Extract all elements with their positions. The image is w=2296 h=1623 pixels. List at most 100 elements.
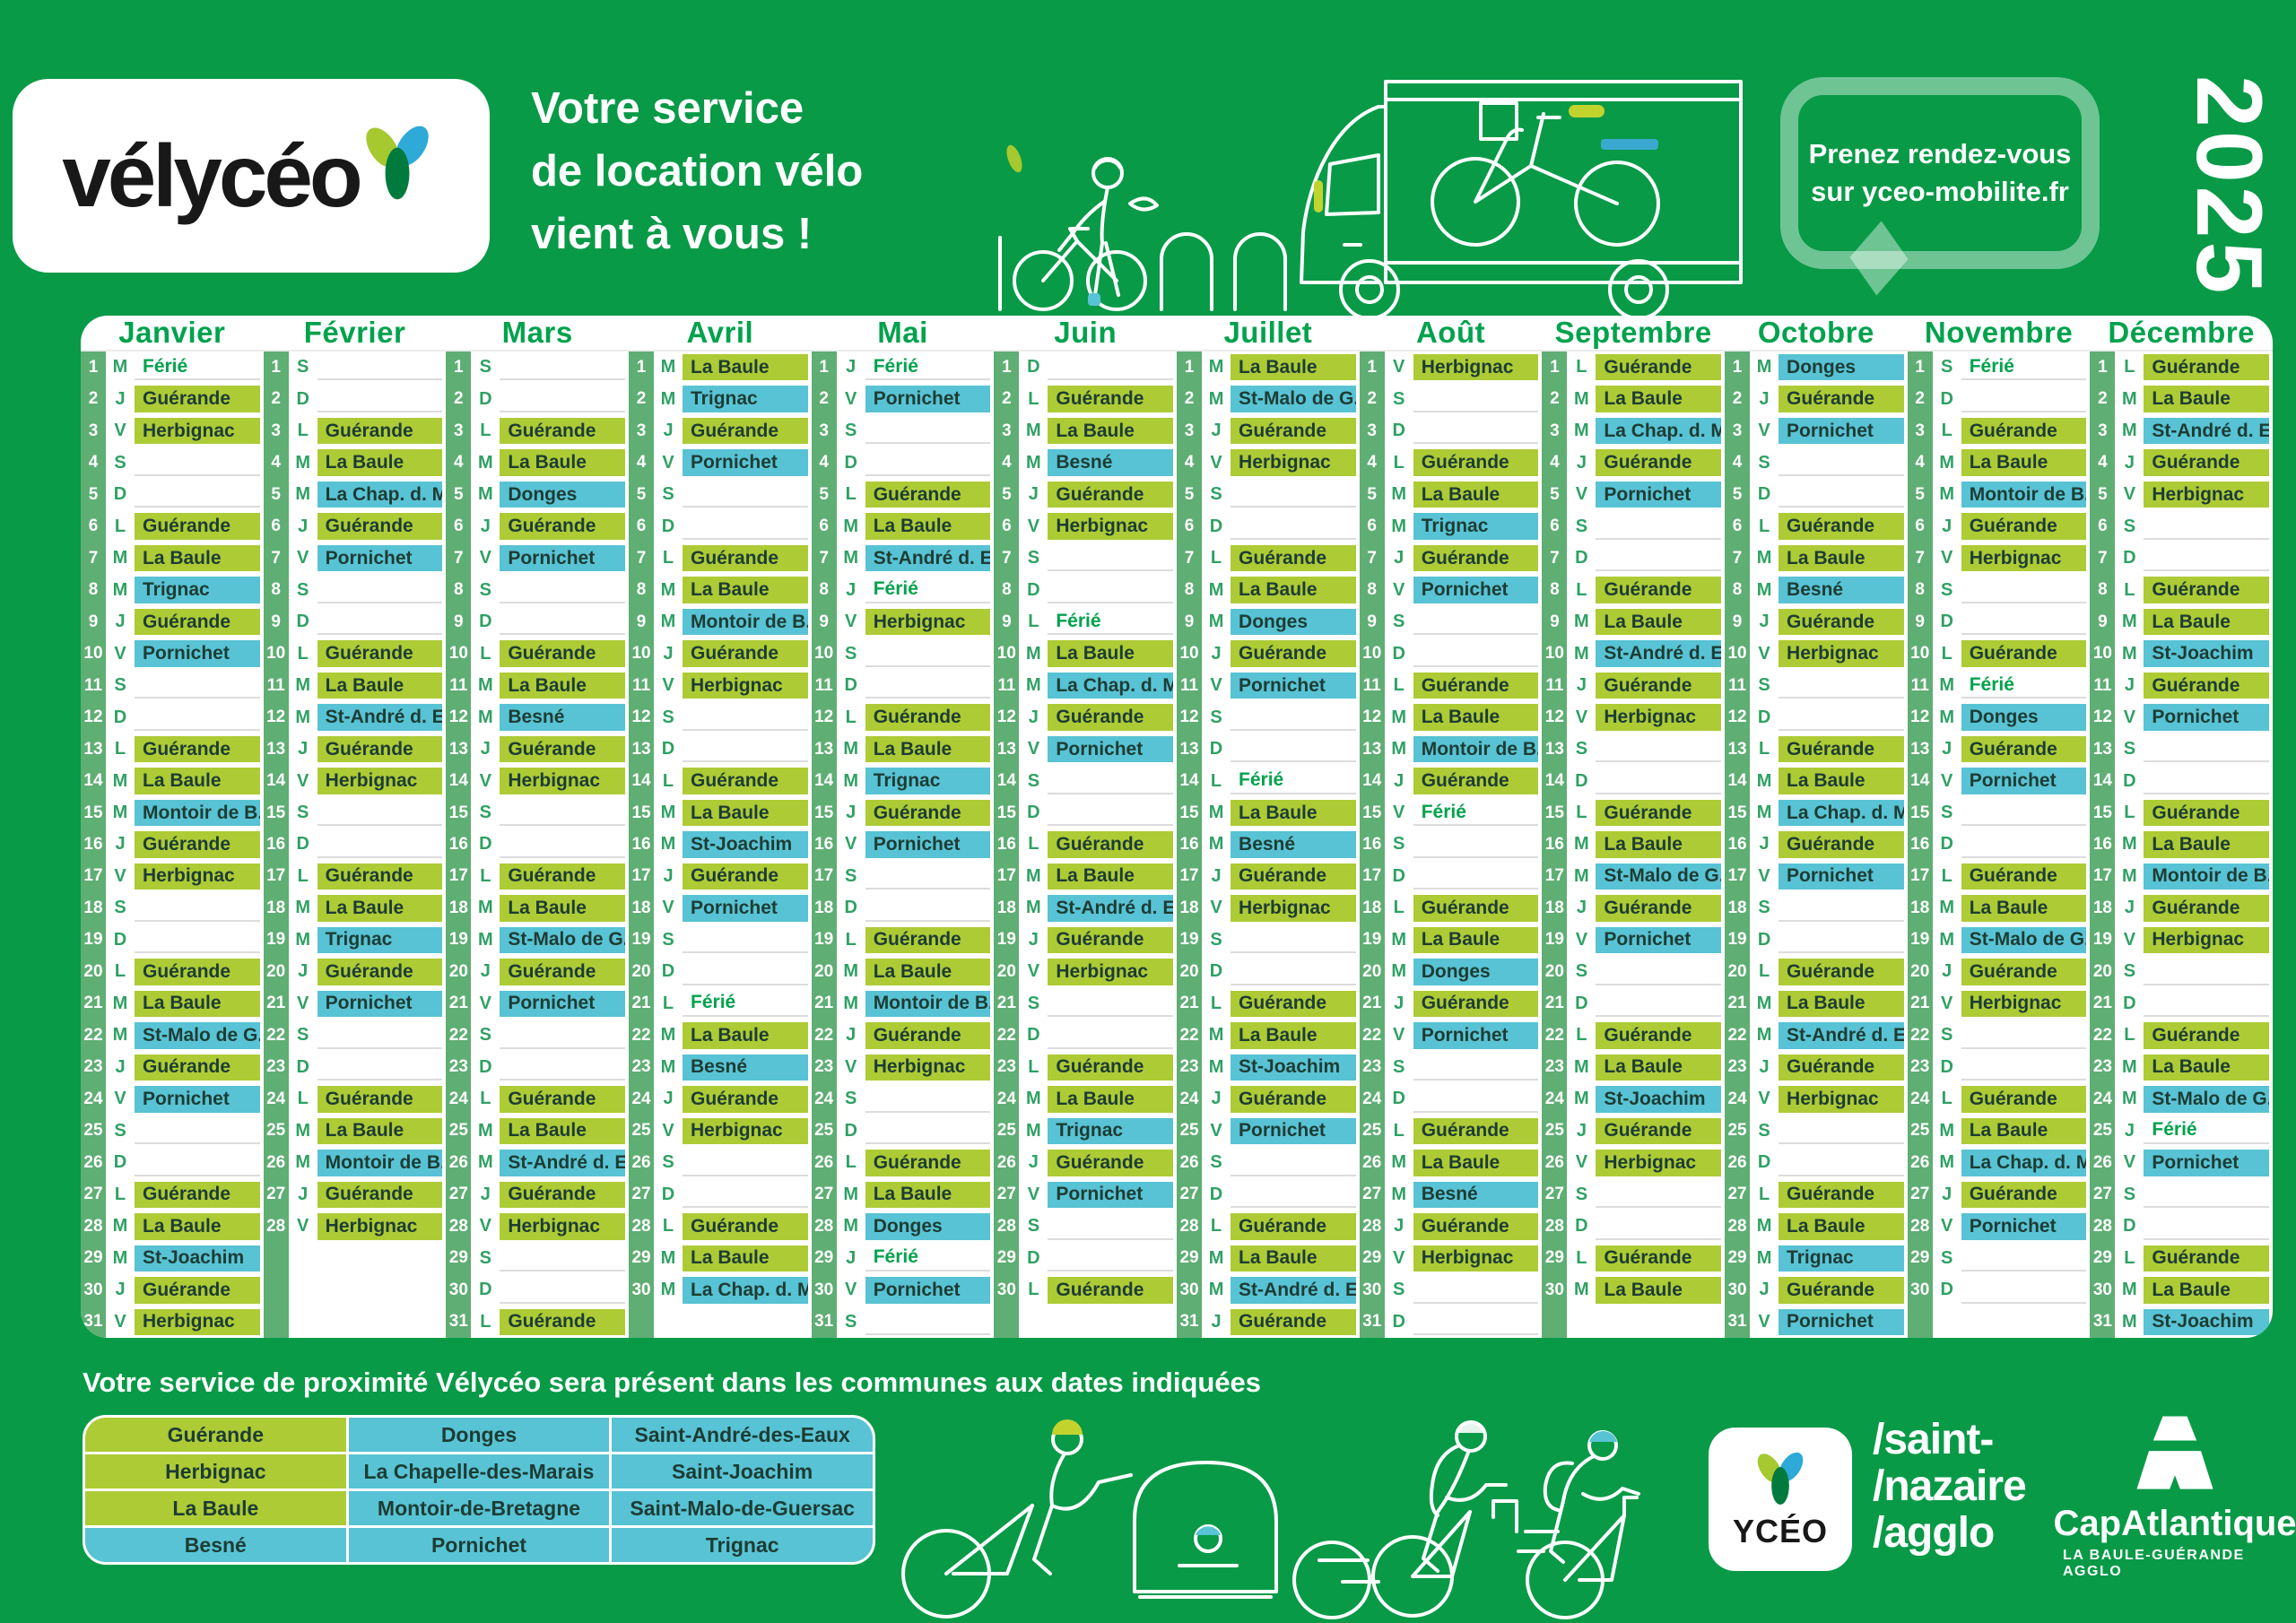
day-row bbox=[1567, 1306, 1725, 1338]
day-row: V Herbignac bbox=[1567, 1147, 1725, 1178]
day-letter: S bbox=[2123, 961, 2136, 982]
day-number: 10 bbox=[1910, 644, 1930, 664]
day-number: 4 bbox=[636, 453, 647, 473]
day-letter: V bbox=[297, 548, 309, 568]
day-letter: J bbox=[115, 612, 126, 632]
day-row: S bbox=[1019, 542, 1177, 574]
commune-cell: Montoir de B. bbox=[865, 990, 991, 1018]
day-number: 22 bbox=[1727, 1025, 1747, 1045]
commune-cell: La Baule bbox=[2144, 1054, 2270, 1081]
day-row: M St-André d. E. bbox=[2115, 415, 2273, 447]
commune-cell: Guérande bbox=[1048, 481, 1174, 508]
day-row: L Guérande bbox=[837, 924, 995, 956]
day-row: M La Baule bbox=[1933, 892, 2091, 924]
day-letter: L bbox=[1576, 579, 1587, 600]
commune-cell: La Baule bbox=[1596, 1277, 1722, 1304]
day-row: L Guérande bbox=[837, 701, 995, 733]
day-row: L Guérande bbox=[106, 1179, 264, 1211]
day-number: 15 bbox=[1362, 803, 1382, 822]
day-number: 21 bbox=[1910, 994, 1930, 1013]
day-number: 21 bbox=[1727, 994, 1747, 1013]
day-letter: M bbox=[1574, 612, 1589, 632]
day-number: 1 bbox=[636, 357, 647, 377]
empty-cell bbox=[1961, 1245, 2087, 1272]
month-avril: Avril 1 2 3 4 5 6 7 8 9 10 11 12 13 14 15 16 17 18 19 20 21 22… bbox=[629, 316, 812, 1338]
legend-commune: Saint-Malo-de-Guersac bbox=[612, 1491, 873, 1525]
day-number: 4 bbox=[1367, 453, 1377, 473]
day-row: S bbox=[289, 797, 447, 829]
commune-cell: Guérande bbox=[1048, 831, 1174, 858]
day-number: 20 bbox=[1727, 961, 1747, 981]
day-number: 4 bbox=[1915, 453, 1925, 473]
commune-cell: Pornichet bbox=[683, 449, 808, 476]
day-number: 9 bbox=[454, 612, 464, 631]
communes-legend: Guérande Donges Saint-André-des-Eaux Herbig… bbox=[83, 1415, 875, 1565]
day-number: 23 bbox=[1179, 1057, 1199, 1077]
day-letter: S bbox=[297, 803, 309, 822]
day-number: 9 bbox=[819, 612, 829, 631]
day-number bbox=[264, 1306, 289, 1338]
day-letter: M bbox=[1756, 770, 1772, 791]
day-letter: V bbox=[1393, 803, 1405, 822]
day-number: 4 bbox=[2098, 453, 2108, 473]
day-letter: L bbox=[2124, 1025, 2135, 1046]
commune-cell: Guérande bbox=[683, 1213, 808, 1240]
commune-cell: Herbignac bbox=[1961, 990, 2087, 1018]
empty-cell bbox=[1961, 1277, 2087, 1304]
day-letter: M bbox=[478, 675, 493, 696]
day-row: V Herbignac bbox=[1750, 638, 1908, 669]
day-number: 13 bbox=[1727, 739, 1747, 759]
day-row: L Guérande bbox=[1567, 574, 1725, 605]
day-number: 20 bbox=[814, 961, 834, 981]
day-letter: J bbox=[846, 357, 857, 378]
commune-cell: Guérande bbox=[1048, 386, 1174, 412]
day-row: L Guérande bbox=[1019, 829, 1177, 860]
commune-cell: Guérande bbox=[2144, 577, 2270, 603]
month-novembre: Novembre 1 2 3 4 5 6 7 8 9 10 11 12 13 14 15 16 17 18 19 20 2… bbox=[1907, 316, 2091, 1338]
day-letter: M bbox=[112, 1247, 128, 1268]
day-row: S bbox=[289, 574, 447, 605]
day-number: 26 bbox=[1727, 1152, 1747, 1172]
day-letter: L bbox=[845, 484, 857, 505]
day-number: 14 bbox=[1544, 771, 1564, 791]
day-number: 10 bbox=[83, 644, 103, 664]
day-row: J Guérande bbox=[1202, 1306, 1360, 1338]
commune-cell: Herbignac bbox=[1779, 640, 1904, 667]
day-number: 27 bbox=[448, 1185, 468, 1204]
day-letter: M bbox=[1026, 865, 1041, 886]
day-number: 19 bbox=[1727, 930, 1747, 950]
day-number: 18 bbox=[266, 898, 286, 917]
empty-cell bbox=[1961, 577, 2087, 603]
day-row: M La Baule bbox=[106, 1211, 264, 1242]
day-row: S bbox=[1385, 606, 1543, 638]
day-row: D bbox=[106, 924, 264, 956]
day-row: M Trignac bbox=[289, 924, 447, 956]
commune-cell: Guérande bbox=[500, 513, 626, 540]
day-letter: M bbox=[1391, 1152, 1407, 1173]
day-letter: M bbox=[1208, 1025, 1224, 1046]
day-letter: V bbox=[2123, 929, 2136, 950]
day-letter: J bbox=[1211, 421, 1222, 441]
day-row: L Guérande bbox=[1567, 797, 1725, 829]
day-letter: J bbox=[1759, 1056, 1770, 1077]
day-number: 10 bbox=[2092, 644, 2112, 664]
day-letter: L bbox=[2124, 1247, 2135, 1268]
commune-cell: La Baule bbox=[317, 895, 443, 922]
day-number: 13 bbox=[996, 739, 1016, 759]
empty-cell bbox=[1048, 768, 1174, 794]
velyceo-logo-text: vélycéo bbox=[62, 126, 363, 225]
day-row: L Guérande bbox=[1933, 638, 2091, 669]
commune-cell: Herbignac bbox=[683, 672, 808, 699]
day-number: 13 bbox=[814, 739, 834, 759]
commune-cell: Trignac bbox=[135, 577, 260, 603]
appointment-badge[interactable]: Prenez rendez-vous sur yceo-mobilite.fr bbox=[1780, 77, 2100, 296]
commune-cell: La Baule bbox=[1596, 1054, 1722, 1081]
day-row: M La Baule bbox=[1567, 829, 1725, 860]
day-number-strip: 1 2 3 4 5 6 7 8 9 10 11 12 13 14 15 16 17 18 19 20 21 22 23 24 2… bbox=[446, 352, 472, 1338]
day-number: 22 bbox=[1362, 1025, 1382, 1045]
day-number: 24 bbox=[2092, 1089, 2112, 1108]
day-number: 23 bbox=[1362, 1057, 1382, 1077]
day-letter: L bbox=[1028, 388, 1039, 409]
day-number: 16 bbox=[2092, 834, 2112, 854]
commune-cell: Guérande bbox=[683, 640, 808, 667]
